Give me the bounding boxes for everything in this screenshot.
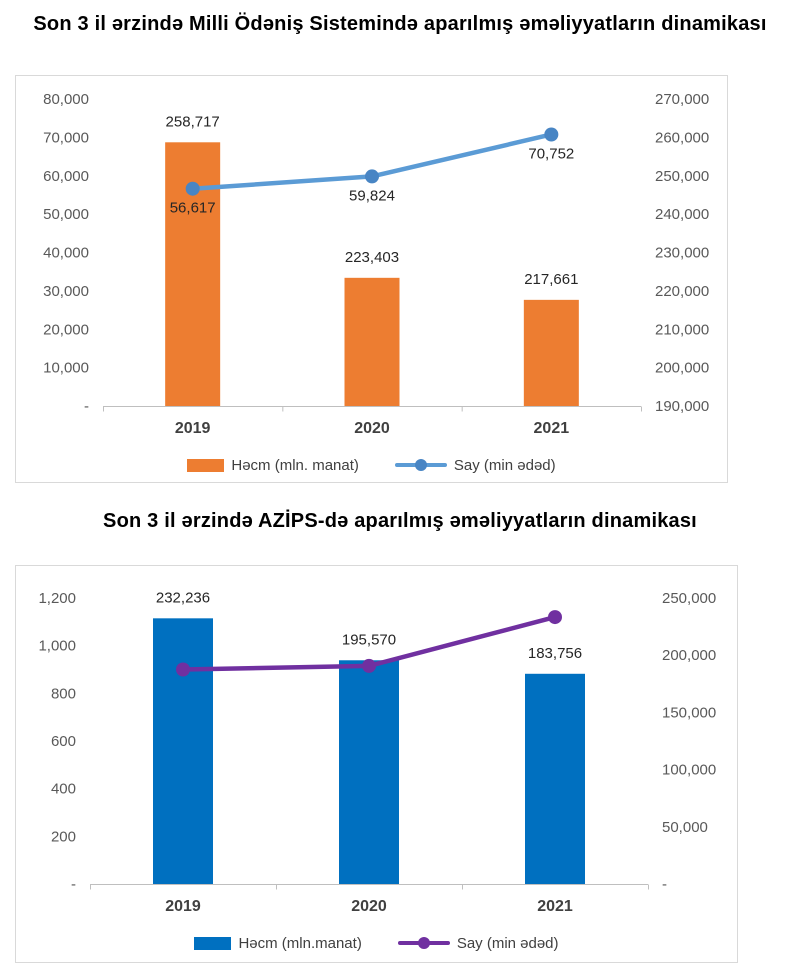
- right-axis-tick-label: 220,000: [655, 283, 709, 300]
- legend-bar-swatch: [187, 458, 225, 472]
- left-axis-tick-label: 400: [51, 781, 76, 798]
- legend-line-marker-dot: [417, 937, 430, 949]
- category-label-2020: 2020: [354, 420, 390, 437]
- bar-2021: [525, 673, 585, 884]
- data-label-2019: 232,236: [156, 589, 210, 606]
- legend-label: Həcm (mln. manat): [231, 456, 359, 474]
- category-label-2021: 2021: [534, 420, 570, 437]
- legend-item-say: Say (min ədəd): [397, 934, 559, 952]
- chart-title-azips: Son 3 il ərzində AZİPS-də aparılmış əməl…: [103, 510, 697, 532]
- line-marker-2020: [362, 658, 376, 673]
- left-axis-tick-label: 20,000: [43, 321, 89, 338]
- left-axis-tick-label: 1,200: [38, 590, 76, 607]
- right-axis-tick-label: 150,000: [662, 704, 716, 721]
- legend-label: Həcm (mln.manat): [238, 934, 362, 952]
- left-axis-tick-label: 200: [51, 828, 76, 845]
- left-axis-tick-label: -: [84, 398, 89, 415]
- line-marker-2020: [365, 169, 379, 184]
- right-axis-tick-label: 50,000: [662, 819, 708, 836]
- right-axis-tick-label: 250,000: [662, 590, 716, 607]
- azips-plot-area: - 200 400 600 800 1,000 1,200 - 50,000 100,000 150…: [38, 589, 716, 915]
- milli-odenis-plot-area: - 10,000 20,000 30,000 40,000 50,000 60,000 70,…: [43, 91, 709, 437]
- left-axis-tick-label: 50,000: [43, 206, 89, 223]
- left-axis-tick-label: 80,000: [43, 91, 89, 108]
- legend-item-hecm: Həcm (mln.manat): [194, 934, 362, 952]
- right-axis-tick-label: 260,000: [655, 129, 709, 146]
- milli-odenis-legend: Həcm (mln. manat) Say (min ədəd): [16, 448, 727, 482]
- legend-line-swatch: [397, 936, 450, 950]
- legend-item-hecm: Həcm (mln. manat): [187, 457, 359, 474]
- chart-title-milli-odenis: Son 3 il ərzində Milli Ödəniş Sistemində…: [33, 13, 767, 35]
- azips-legend: Həcm (mln.manat) Say (min ədəd): [16, 924, 737, 962]
- category-label-2019: 2019: [165, 898, 201, 915]
- data-label-2020: 195,570: [342, 631, 396, 648]
- left-axis-tick-label: 60,000: [43, 168, 89, 185]
- left-axis-tick-label: 70,000: [43, 129, 89, 146]
- bar-2020: [339, 660, 399, 884]
- legend-item-say: Say (min ədəd): [394, 456, 556, 474]
- category-label-2020: 2020: [351, 898, 387, 915]
- right-axis-tick-label: 270,000: [655, 91, 709, 108]
- data-label-2020: 59,824: [349, 187, 395, 204]
- right-axis-tick-label: 200,000: [655, 360, 709, 377]
- left-axis-tick-label: 800: [51, 685, 76, 702]
- right-axis-tick-label: 210,000: [655, 321, 709, 338]
- line-marker-2019: [185, 181, 200, 196]
- right-axis-tick-label: 200,000: [662, 647, 716, 664]
- line-marker-2019: [176, 662, 190, 677]
- line-marker-2021: [544, 127, 559, 142]
- data-label-2020: 223,403: [345, 249, 399, 266]
- bar-2019: [153, 618, 213, 884]
- left-axis-tick-label: 600: [51, 733, 76, 750]
- azips-chart: - 200 400 600 800 1,000 1,200 - 50,000 100,000 150…: [15, 565, 738, 963]
- data-label-2021: 70,752: [528, 145, 574, 162]
- right-axis-tick-label: 250,000: [655, 168, 709, 185]
- data-label-2021: 183,756: [528, 645, 582, 662]
- data-label-2019: 258,717: [166, 113, 220, 130]
- legend-line-marker-dot: [414, 459, 427, 471]
- data-label-2019: 56,617: [170, 200, 216, 217]
- right-axis-tick-label: 230,000: [655, 245, 709, 262]
- right-axis-tick-label: 190,000: [655, 398, 709, 415]
- bar-2020: [344, 277, 400, 406]
- right-axis-tick-label: 100,000: [662, 762, 716, 779]
- data-label-2021: 217,661: [524, 271, 578, 288]
- line-marker-2021: [548, 610, 562, 625]
- left-axis-tick-label: 30,000: [43, 283, 89, 300]
- left-axis-tick-label: 40,000: [43, 245, 89, 262]
- legend-label: Say (min ədəd): [456, 934, 559, 952]
- legend-bar-swatch: [194, 936, 232, 950]
- category-label-2021: 2021: [537, 898, 573, 915]
- right-axis-tick-label: -: [662, 876, 667, 893]
- legend-line-swatch: [394, 458, 447, 472]
- milli-odenis-chart: - 10,000 20,000 30,000 40,000 50,000 60,000 70,…: [15, 75, 728, 483]
- left-axis-tick-label: -: [71, 876, 76, 893]
- left-axis-tick-label: 1,000: [38, 638, 76, 655]
- left-axis-tick-label: 10,000: [43, 360, 89, 377]
- category-label-2019: 2019: [175, 420, 211, 437]
- legend-label: Say (min ədəd): [453, 456, 556, 474]
- right-axis-tick-label: 240,000: [655, 206, 709, 223]
- bar-2021: [523, 299, 579, 406]
